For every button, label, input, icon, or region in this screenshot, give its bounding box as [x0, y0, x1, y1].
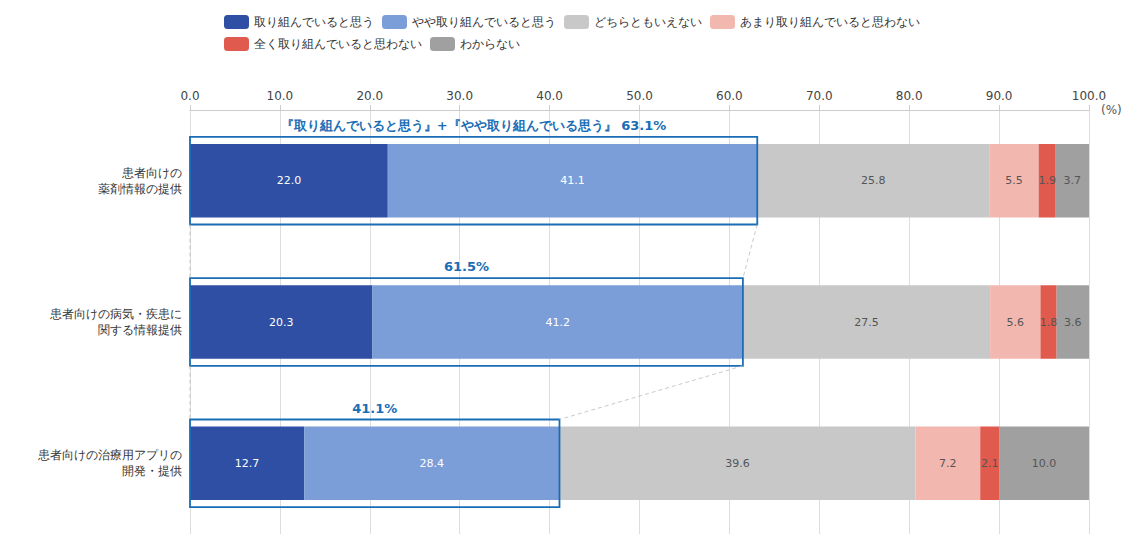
svg-text:(%): (%) — [1101, 103, 1122, 117]
svg-text:50.0: 50.0 — [626, 89, 653, 103]
svg-text:10.0: 10.0 — [267, 89, 294, 103]
svg-text:わからない: わからない — [460, 37, 520, 51]
svg-text:患者向けの: 患者向けの — [121, 166, 182, 180]
svg-text:患者向けの病気・疾患に: 患者向けの病気・疾患に — [49, 307, 182, 321]
svg-text:2.1: 2.1 — [981, 457, 999, 470]
svg-text:90.0: 90.0 — [986, 89, 1013, 103]
svg-text:3.6: 3.6 — [1064, 316, 1082, 329]
svg-text:あまり取り組んでいると思わない: あまり取り組んでいると思わない — [740, 15, 920, 29]
svg-text:7.2: 7.2 — [939, 457, 957, 470]
svg-text:61.5%: 61.5% — [444, 259, 489, 274]
svg-text:患者向けの治療用アプリの: 患者向けの治療用アプリの — [37, 448, 182, 462]
svg-text:25.8: 25.8 — [861, 174, 886, 187]
svg-text:80.0: 80.0 — [896, 89, 923, 103]
svg-text:全く取り組んでいると思わない: 全く取り組んでいると思わない — [254, 37, 422, 51]
svg-text:10.0: 10.0 — [1032, 457, 1057, 470]
svg-text:どちらともいえない: どちらともいえない — [594, 15, 702, 29]
svg-text:5.6: 5.6 — [1007, 316, 1025, 329]
svg-text:60.0: 60.0 — [716, 89, 743, 103]
svg-text:やや取り組んでいると思う: やや取り組んでいると思う — [412, 15, 556, 29]
svg-text:20.3: 20.3 — [269, 316, 294, 329]
svg-text:70.0: 70.0 — [806, 89, 833, 103]
svg-text:5.5: 5.5 — [1005, 174, 1023, 187]
svg-text:0.0: 0.0 — [180, 89, 199, 103]
svg-text:39.6: 39.6 — [725, 457, 750, 470]
svg-text:開発・提供: 開発・提供 — [122, 464, 182, 478]
svg-text:27.5: 27.5 — [854, 316, 879, 329]
svg-text:22.0: 22.0 — [277, 174, 302, 187]
svg-text:12.7: 12.7 — [235, 457, 259, 470]
svg-text:薬剤情報の提供: 薬剤情報の提供 — [98, 182, 182, 196]
svg-text:41.1%: 41.1% — [352, 401, 397, 416]
svg-text:関する情報提供: 関する情報提供 — [98, 323, 182, 337]
svg-text:1.9: 1.9 — [1038, 174, 1056, 187]
svg-text:100.0: 100.0 — [1072, 89, 1106, 103]
svg-text:30.0: 30.0 — [446, 89, 473, 103]
svg-text:『取り組んでいると思う』+『やや取り組んでいる思う』 63.: 『取り組んでいると思う』+『やや取り組んでいる思う』 63.1% — [281, 118, 667, 133]
svg-text:20.0: 20.0 — [356, 89, 383, 103]
svg-text:28.4: 28.4 — [420, 457, 445, 470]
svg-text:41.2: 41.2 — [545, 316, 570, 329]
svg-text:1.8: 1.8 — [1040, 316, 1058, 329]
svg-text:40.0: 40.0 — [536, 89, 563, 103]
svg-text:41.1: 41.1 — [560, 174, 585, 187]
svg-text:取り組んでいると思う: 取り組んでいると思う — [254, 15, 374, 29]
svg-text:3.7: 3.7 — [1064, 174, 1082, 187]
